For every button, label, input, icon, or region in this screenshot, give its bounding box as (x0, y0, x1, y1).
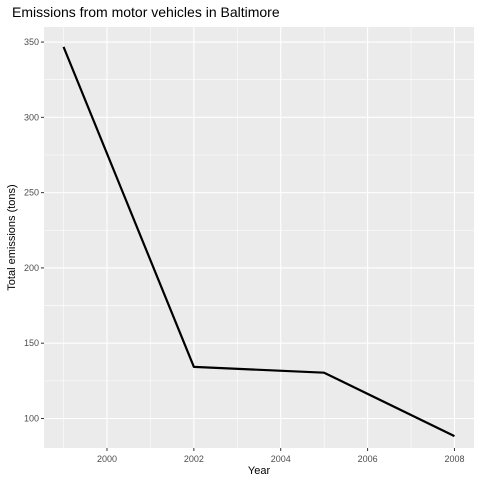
series-line (62, 46, 455, 438)
y-axis-label: Total emissions (tons) (6, 184, 18, 290)
y-tick-label: 250 (24, 188, 39, 198)
x-axis-label: Year (248, 465, 271, 477)
y-tick-label: 300 (24, 112, 39, 122)
major-gridlines (44, 27, 474, 448)
x-tick-label: 2000 (97, 454, 117, 464)
series-layer (62, 46, 455, 438)
axis-ticks (41, 41, 455, 451)
x-tick-label: 2008 (444, 454, 464, 464)
x-tick-label: 2006 (358, 454, 378, 464)
chart-title: Emissions from motor vehicles in Baltimo… (12, 4, 280, 20)
tick-labels: 2000 2002 2004 2006 2008 100 150 200 250 300 350 (24, 37, 465, 464)
y-tick-label: 100 (24, 413, 39, 423)
y-tick-label: 200 (24, 263, 39, 273)
y-tick-label: 150 (24, 338, 39, 348)
x-tick-label: 2004 (271, 454, 291, 464)
x-tick-label: 2002 (184, 454, 204, 464)
plot-panel (44, 27, 474, 448)
minor-gridlines (44, 27, 474, 448)
y-tick-label: 350 (24, 37, 39, 47)
